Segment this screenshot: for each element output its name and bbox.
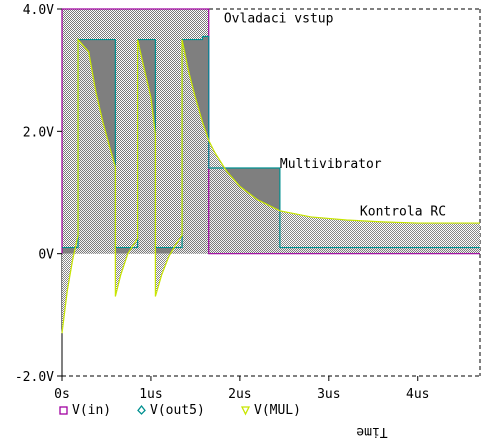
legend: V(in) V(out5) V(MUL) (59, 403, 301, 418)
legend-label: V(out5) (150, 403, 205, 418)
series-line-vmul (61, 37, 480, 334)
x-tick-label: 1us (139, 387, 162, 402)
vmul-area-fill (62, 39, 480, 334)
y-tick-label: 2.0V (23, 125, 54, 140)
y-tick-label: -2.0V (15, 370, 54, 385)
legend-marker-square (59, 406, 68, 415)
annotation-label: Kontrola RC (360, 205, 446, 220)
series-line-vin (61, 8, 480, 255)
legend-marker-diamond (137, 404, 146, 415)
x-tick-label: 2us (228, 387, 251, 402)
x-axis-title: Time (356, 424, 387, 439)
vin-area-fill (62, 9, 480, 254)
area-fills (62, 9, 480, 334)
annotation-label: Multivibrator (280, 157, 382, 172)
legend-marker-triangle (240, 406, 251, 416)
y-tick-label: 4.0V (23, 3, 54, 18)
legend-label: V(in) (72, 403, 111, 418)
x-tick-label: 3us (317, 387, 340, 402)
x-tick-label: 0s (54, 387, 70, 402)
x-tick-label: 4us (406, 387, 429, 402)
annotations: Ovladaci vstup Multivibrator Kontrola RC (224, 11, 446, 219)
series-lines (61, 8, 480, 334)
legend-label: V(MUL) (254, 403, 301, 418)
annotation-label: Ovladaci vstup (224, 11, 334, 26)
y-tick-label: 0V (38, 248, 54, 263)
